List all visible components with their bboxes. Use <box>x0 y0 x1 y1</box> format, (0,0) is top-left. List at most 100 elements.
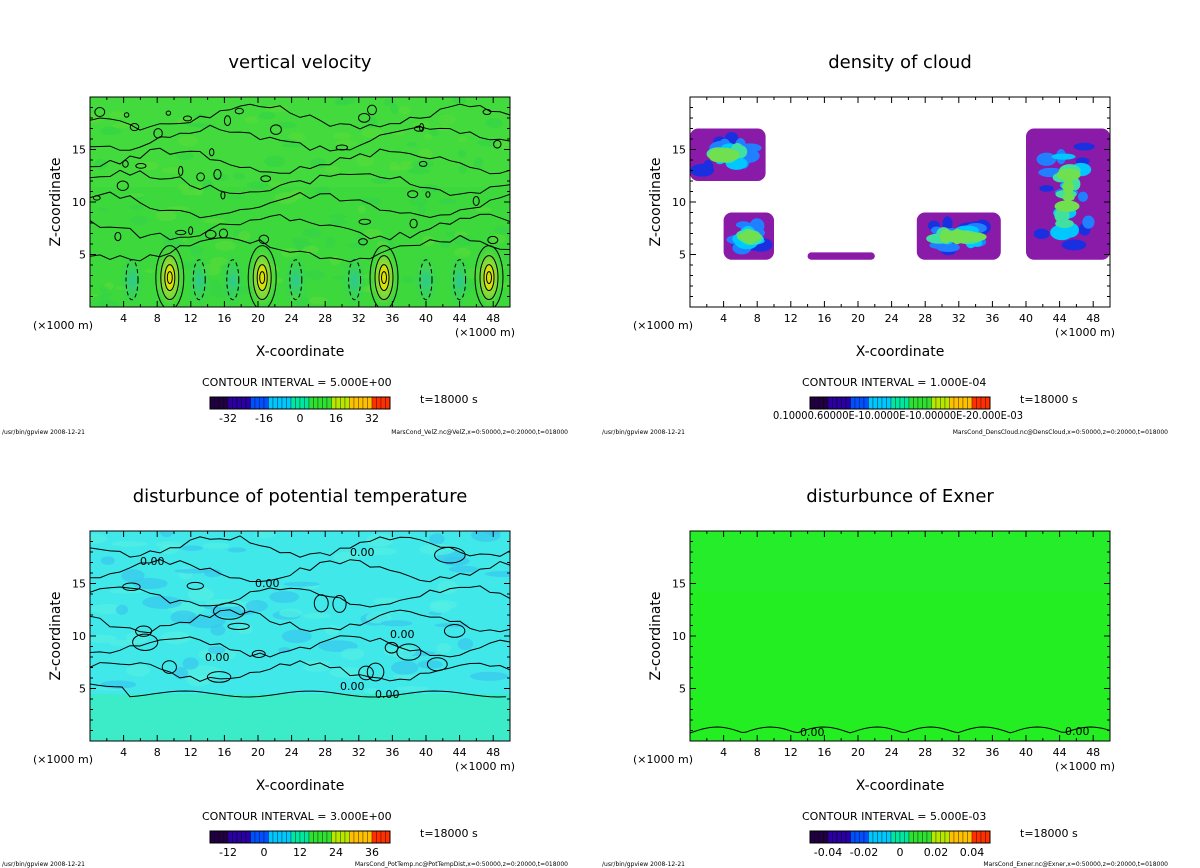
footer-right: MarsCond_PotTemp.nc@PotTempDist,x=0:5000… <box>355 861 568 868</box>
temperature-patch <box>383 645 417 658</box>
cloud-density-cell <box>1050 224 1074 241</box>
x-tick-label: 40 <box>419 746 433 759</box>
velocity-small-contour <box>175 229 187 236</box>
x-tick-label: 16 <box>217 746 231 759</box>
velocity-contour-line <box>90 191 510 219</box>
x-tick-label: 48 <box>486 746 500 759</box>
colorbar-segment <box>380 396 386 410</box>
colorbar-segment <box>890 396 896 410</box>
colorbar-segment <box>845 396 851 410</box>
colorbar-segment <box>335 396 341 410</box>
z-tick-label: 10 <box>672 630 686 643</box>
temperature-patch <box>132 578 168 590</box>
colorbar-segment <box>326 396 332 410</box>
colorbar-segment <box>814 830 820 844</box>
temperature-patch <box>419 543 456 556</box>
exner-contour-line <box>690 726 1110 734</box>
footer-right: MarsCond_VelZ.nc@VelZ,x=0:50000,z=0:2000… <box>391 429 568 436</box>
velocity-small-contour <box>165 110 172 116</box>
colorbar-segment <box>326 830 332 844</box>
velocity-contour-line <box>90 147 510 175</box>
temperature-patch <box>340 648 365 660</box>
colorbar-segment <box>236 396 242 410</box>
velocity-speckle <box>398 106 411 115</box>
velocity-contour-line <box>90 213 510 241</box>
colorbar-segment <box>922 830 928 844</box>
colorbar-segment <box>277 830 283 844</box>
time-label: t=18000 s <box>1020 393 1078 406</box>
velocity-speckle <box>108 111 127 119</box>
z-tick-label: 15 <box>72 144 86 157</box>
velocity-speckle <box>310 158 326 169</box>
velocity-speckle <box>333 131 352 140</box>
z-tick-label: 5 <box>679 683 686 696</box>
velocity-speckle <box>453 234 474 247</box>
colorbar-segment <box>209 830 215 844</box>
updraft-contour <box>256 264 268 292</box>
velocity-speckle <box>418 148 433 159</box>
updraft-contour <box>155 245 185 307</box>
contour-label: 0.00 <box>1065 725 1090 738</box>
colorbar-segment <box>868 830 874 844</box>
x-tick-label: 32 <box>952 746 966 759</box>
colorbar-segment <box>836 396 842 410</box>
updraft-contour <box>378 264 390 292</box>
temperature-patch <box>437 580 458 595</box>
time-label: t=18000 s <box>1020 827 1078 840</box>
colorbar-label: 32 <box>365 412 379 425</box>
temperature-patch <box>363 687 379 694</box>
velocity-small-contour <box>367 104 377 116</box>
colorbar-segment <box>917 830 923 844</box>
z-tick-label: 10 <box>72 630 86 643</box>
time-label: t=18000 s <box>420 827 478 840</box>
colorbar-label: -0.02 <box>850 846 878 859</box>
colorbar-segment <box>340 830 346 844</box>
velocity-speckle <box>265 104 289 113</box>
colorbar-segment <box>895 830 901 844</box>
colorbar-segment <box>344 396 350 410</box>
temperature-patch <box>170 610 197 625</box>
colorbar-segment <box>241 830 247 844</box>
panel-density-of-cloud: density of cloud 4 8 12 16 20 24 28 32 36 40 44 485… <box>602 52 1168 436</box>
temperature-patch <box>429 601 452 614</box>
velocity-small-contour <box>418 160 428 167</box>
velocity-speckle <box>99 126 122 135</box>
velocity-field <box>90 97 510 307</box>
velocity-speckle <box>438 198 458 205</box>
x-tick-label: 16 <box>817 312 831 325</box>
colorbar-segment <box>218 396 224 410</box>
velocity-speckle <box>477 138 496 147</box>
downdraft-contour <box>226 259 240 301</box>
temperature-patch <box>90 533 107 544</box>
velocity-speckle <box>129 204 144 210</box>
colorbar-segment <box>832 396 838 410</box>
temperature-patch <box>380 620 413 627</box>
potential-temperature-field <box>90 531 510 741</box>
x-tick-label: 28 <box>318 746 332 759</box>
colorbar-segment <box>935 830 941 844</box>
colorbar-segment <box>263 830 269 844</box>
velocity-speckle <box>324 165 340 174</box>
contour-label: 0.00 <box>205 651 230 664</box>
colorbar-segment <box>304 396 310 410</box>
colorbar-segment <box>836 830 842 844</box>
temperature-patch <box>100 556 115 565</box>
x-tick-label: 4 <box>120 746 127 759</box>
x-tick-label: 8 <box>754 312 761 325</box>
colorbar-segment <box>913 830 919 844</box>
velocity-speckle <box>214 240 237 251</box>
contour-label: 0.00 <box>140 555 165 568</box>
x-tick-label: 44 <box>453 312 467 325</box>
temperature-closed-contour <box>358 665 374 681</box>
colorbar-segment <box>944 830 950 844</box>
downdraft-cell <box>185 250 214 307</box>
colorbar-label: 36 <box>365 846 379 859</box>
velocity-speckle <box>420 184 440 194</box>
colorbar-segment <box>367 830 373 844</box>
updraft-core <box>484 265 494 290</box>
updraft-contour <box>369 245 399 307</box>
colorbar-segment <box>931 830 937 844</box>
colorbar-segment <box>214 830 220 844</box>
colorbar-segment <box>295 830 301 844</box>
colorbar-segment <box>385 396 391 410</box>
